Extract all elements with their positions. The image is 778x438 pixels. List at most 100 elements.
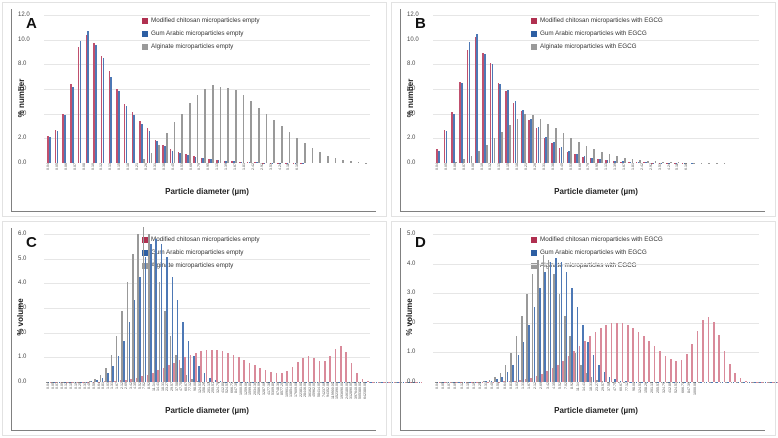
bar-group-A-3[interactable] — [69, 15, 77, 163]
bar-group-A-12[interactable] — [138, 15, 146, 163]
bar-blue-D-18[interactable] — [534, 307, 536, 382]
bar-group-B-30[interactable] — [665, 15, 673, 163]
bar-group-A-39[interactable] — [345, 15, 353, 163]
bar-group-B-3[interactable] — [458, 15, 466, 163]
bar-gray-A-17[interactable] — [181, 114, 183, 163]
bar-group-A-21[interactable] — [207, 15, 215, 163]
bar-gray-A-26[interactable] — [250, 101, 252, 163]
bar-group-B-8[interactable] — [496, 15, 504, 163]
bar-gray-B-17[interactable] — [570, 138, 572, 163]
bar-group-A-41[interactable] — [361, 15, 369, 163]
bars-series-D[interactable] — [435, 234, 757, 382]
bar-blue-C-19[interactable] — [150, 244, 152, 382]
bar-gray-B-21[interactable] — [601, 152, 603, 163]
bar-gray-B-9[interactable] — [509, 125, 511, 163]
bar-group-B-19[interactable] — [581, 15, 589, 163]
bar-gray-A-36[interactable] — [327, 156, 329, 163]
bar-group-A-16[interactable] — [169, 15, 177, 163]
bar-group-A-31[interactable] — [284, 15, 292, 163]
bar-blue-A-6[interactable] — [95, 45, 97, 163]
bar-group-A-24[interactable] — [230, 15, 238, 163]
bar-group-A-33[interactable] — [299, 15, 307, 163]
bar-blue-B-2[interactable] — [453, 114, 455, 163]
bar-group-B-35[interactable] — [704, 15, 712, 163]
bar-group-B-26[interactable] — [634, 15, 642, 163]
bar-group-B-27[interactable] — [642, 15, 650, 163]
bar-group-B-2[interactable] — [450, 15, 458, 163]
chart-area-B[interactable]: 12.0 10.0 8.0 6.0 4.0 2.0 0.0 0.04 0.05 0.… — [433, 15, 759, 181]
bar-blue-D-17[interactable] — [528, 325, 530, 382]
bar-group-A-35[interactable] — [315, 15, 323, 163]
bar-group-A-6[interactable] — [92, 15, 100, 163]
bar-group-A-8[interactable] — [107, 15, 115, 163]
bar-group-A-27[interactable] — [253, 15, 261, 163]
bar-group-A-40[interactable] — [353, 15, 361, 163]
bar-blue-B-5[interactable] — [476, 34, 478, 164]
bar-gray-B-12[interactable] — [532, 115, 534, 163]
bar-blue-A-0[interactable] — [49, 137, 51, 163]
bar-group-B-33[interactable] — [688, 15, 696, 163]
bar-blue-A-9[interactable] — [118, 91, 120, 163]
bar-gray-B-11[interactable] — [524, 114, 526, 163]
bar-gray-A-15[interactable] — [166, 133, 168, 163]
bar-gray-B-10[interactable] — [517, 119, 519, 163]
bar-group-B-41[interactable] — [750, 15, 758, 163]
bar-blue-C-21[interactable] — [161, 244, 163, 382]
bar-group-A-5[interactable] — [84, 15, 92, 163]
bar-blue-C-15[interactable] — [129, 322, 131, 382]
bar-gray-A-14[interactable] — [158, 145, 160, 164]
bar-group-A-23[interactable] — [222, 15, 230, 163]
bar-group-A-38[interactable] — [338, 15, 346, 163]
bar-gray-B-5[interactable] — [478, 151, 480, 163]
bars-series-B[interactable] — [435, 15, 757, 163]
bar-gray-A-20[interactable] — [204, 89, 206, 163]
bar-gray-B-19[interactable] — [586, 146, 588, 163]
bar-blue-C-20[interactable] — [155, 239, 157, 382]
bar-group-A-30[interactable] — [276, 15, 284, 163]
bar-group-A-7[interactable] — [100, 15, 108, 163]
bar-gray-A-23[interactable] — [227, 88, 229, 163]
bar-group-B-40[interactable] — [742, 15, 750, 163]
bar-group-B-16[interactable] — [558, 15, 566, 163]
bar-blue-C-13[interactable] — [118, 356, 120, 382]
bar-group-B-14[interactable] — [542, 15, 550, 163]
bar-group-A-13[interactable] — [146, 15, 154, 163]
bar-group-A-19[interactable] — [192, 15, 200, 163]
bar-gray-A-35[interactable] — [319, 152, 321, 163]
bar-blue-A-2[interactable] — [64, 115, 66, 163]
bar-blue-A-11[interactable] — [133, 115, 135, 163]
bar-group-B-12[interactable] — [527, 15, 535, 163]
bar-group-B-38[interactable] — [727, 15, 735, 163]
bar-blue-D-14[interactable] — [512, 365, 514, 382]
bar-group-A-4[interactable] — [77, 15, 85, 163]
bar-blue-A-7[interactable] — [103, 58, 105, 163]
bar-group-A-29[interactable] — [268, 15, 276, 163]
bar-blue-C-22[interactable] — [166, 257, 168, 382]
bar-group-B-25[interactable] — [627, 15, 635, 163]
bar-blue-C-16[interactable] — [134, 300, 136, 382]
bar-blue-B-1[interactable] — [446, 131, 448, 163]
bar-gray-B-15[interactable] — [555, 128, 557, 163]
chart-area-A[interactable]: 12.0 10.0 8.0 6.0 4.0 2.0 0.0 0.04 0.05 0.… — [44, 15, 370, 181]
bar-blue-D-20[interactable] — [544, 272, 546, 382]
bar-group-B-5[interactable] — [473, 15, 481, 163]
bar-gray-B-16[interactable] — [563, 133, 565, 163]
bar-group-A-32[interactable] — [292, 15, 300, 163]
bar-group-A-22[interactable] — [215, 15, 223, 163]
bar-group-B-39[interactable] — [734, 15, 742, 163]
bar-group-B-4[interactable] — [466, 15, 474, 163]
bar-group-A-20[interactable] — [199, 15, 207, 163]
bar-blue-A-10[interactable] — [126, 106, 128, 163]
bar-group-B-32[interactable] — [681, 15, 689, 163]
bar-blue-B-3[interactable] — [461, 83, 463, 163]
bar-group-B-10[interactable] — [512, 15, 520, 163]
bar-group-A-26[interactable] — [245, 15, 253, 163]
bar-blue-C-14[interactable] — [123, 341, 125, 382]
bar-group-A-9[interactable] — [115, 15, 123, 163]
bar-group-B-24[interactable] — [619, 15, 627, 163]
bar-gray-A-16[interactable] — [174, 122, 176, 163]
bar-gray-B-14[interactable] — [547, 124, 549, 163]
chart-area-D[interactable]: 5.0 4.0 3.0 2.0 1.0 0.0 0.04 0.05 0.07 0.09… — [433, 234, 759, 400]
bar-group-B-31[interactable] — [673, 15, 681, 163]
bar-blue-C-18[interactable] — [145, 257, 147, 382]
